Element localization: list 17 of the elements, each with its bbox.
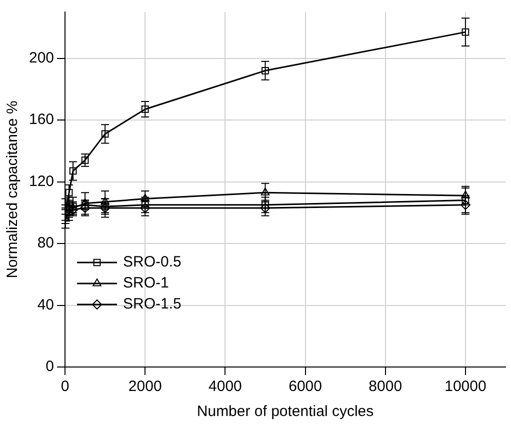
x-axis-title: Number of potential cycles (196, 403, 374, 420)
x-tick-label: 10000 (444, 378, 486, 396)
legend-label: SRO-1 (123, 274, 169, 292)
y-tick-label: 120 (28, 172, 54, 190)
x-tick-label: 8000 (368, 378, 402, 396)
x-tick-label: 4000 (208, 378, 242, 396)
x-tick-label: 6000 (288, 378, 322, 396)
y-tick-label: 160 (28, 111, 54, 128)
y-tick-label: 80 (37, 234, 54, 252)
y-tick-label: 200 (28, 49, 54, 66)
x-tick-label: 0 (60, 378, 70, 396)
y-tick-label: 40 (37, 296, 54, 314)
legend-label: SRO-1.5 (123, 296, 182, 313)
y-tick-label: 0 (46, 358, 54, 376)
legend-label: SRO-0.5 (123, 254, 182, 271)
x-tick-label: 2000 (128, 378, 162, 396)
y-axis-title: Normalized capacitance % (4, 100, 22, 278)
